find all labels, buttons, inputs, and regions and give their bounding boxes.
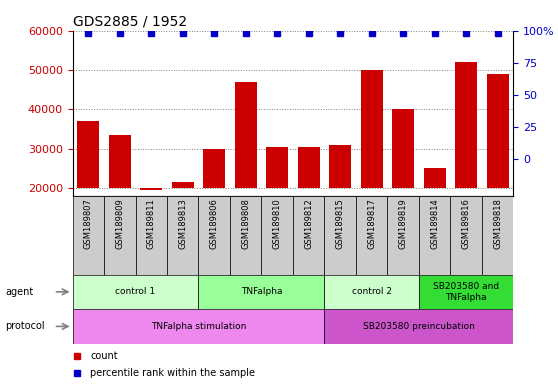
Text: GDS2885 / 1952: GDS2885 / 1952 <box>73 14 187 28</box>
Bar <box>73 309 324 344</box>
Text: GSM189816: GSM189816 <box>461 198 470 249</box>
Text: GSM189817: GSM189817 <box>367 198 376 249</box>
Bar <box>487 74 509 188</box>
Bar <box>266 147 288 188</box>
Text: SB203580 and
TNFalpha: SB203580 and TNFalpha <box>433 282 499 301</box>
Text: GSM189809: GSM189809 <box>116 198 124 249</box>
Text: control 1: control 1 <box>116 287 156 296</box>
Bar <box>167 196 199 275</box>
Bar <box>419 196 450 275</box>
Bar <box>262 196 293 275</box>
Bar <box>324 275 419 309</box>
Text: agent: agent <box>6 287 34 297</box>
Bar <box>419 275 513 309</box>
Text: GSM189810: GSM189810 <box>273 198 282 249</box>
Bar <box>450 196 482 275</box>
Text: GSM189819: GSM189819 <box>398 198 408 249</box>
Bar <box>324 309 513 344</box>
Bar <box>104 196 136 275</box>
Bar <box>392 109 414 188</box>
Bar <box>329 145 351 188</box>
Bar <box>203 149 225 188</box>
Text: TNFalpha: TNFalpha <box>240 287 282 296</box>
Bar <box>360 70 383 188</box>
Bar <box>136 196 167 275</box>
Bar <box>77 121 99 188</box>
Bar <box>297 147 320 188</box>
Bar <box>424 168 446 188</box>
Text: GSM189814: GSM189814 <box>430 198 439 249</box>
Bar <box>293 196 324 275</box>
Bar <box>199 275 324 309</box>
Text: control 2: control 2 <box>352 287 392 296</box>
Text: GSM189815: GSM189815 <box>336 198 345 249</box>
Bar <box>109 135 131 188</box>
Bar <box>140 188 162 190</box>
Text: GSM189807: GSM189807 <box>84 198 93 249</box>
Bar <box>455 62 477 188</box>
Bar <box>235 82 257 188</box>
Bar <box>73 275 199 309</box>
Bar <box>356 196 387 275</box>
Bar <box>199 196 230 275</box>
Bar <box>324 196 356 275</box>
Bar <box>73 196 104 275</box>
Text: GSM189813: GSM189813 <box>178 198 187 249</box>
Text: GSM189811: GSM189811 <box>147 198 156 249</box>
Text: SB203580 preincubation: SB203580 preincubation <box>363 322 475 331</box>
Bar <box>172 182 194 188</box>
Text: GSM189818: GSM189818 <box>493 198 502 249</box>
Bar <box>230 196 262 275</box>
Bar <box>482 196 513 275</box>
Text: GSM189812: GSM189812 <box>304 198 313 249</box>
Text: GSM189808: GSM189808 <box>241 198 250 249</box>
Text: count: count <box>90 351 118 361</box>
Text: protocol: protocol <box>6 321 45 331</box>
Text: GSM189806: GSM189806 <box>210 198 219 249</box>
Text: TNFalpha stimulation: TNFalpha stimulation <box>151 322 246 331</box>
Bar <box>387 196 419 275</box>
Text: percentile rank within the sample: percentile rank within the sample <box>90 368 255 378</box>
